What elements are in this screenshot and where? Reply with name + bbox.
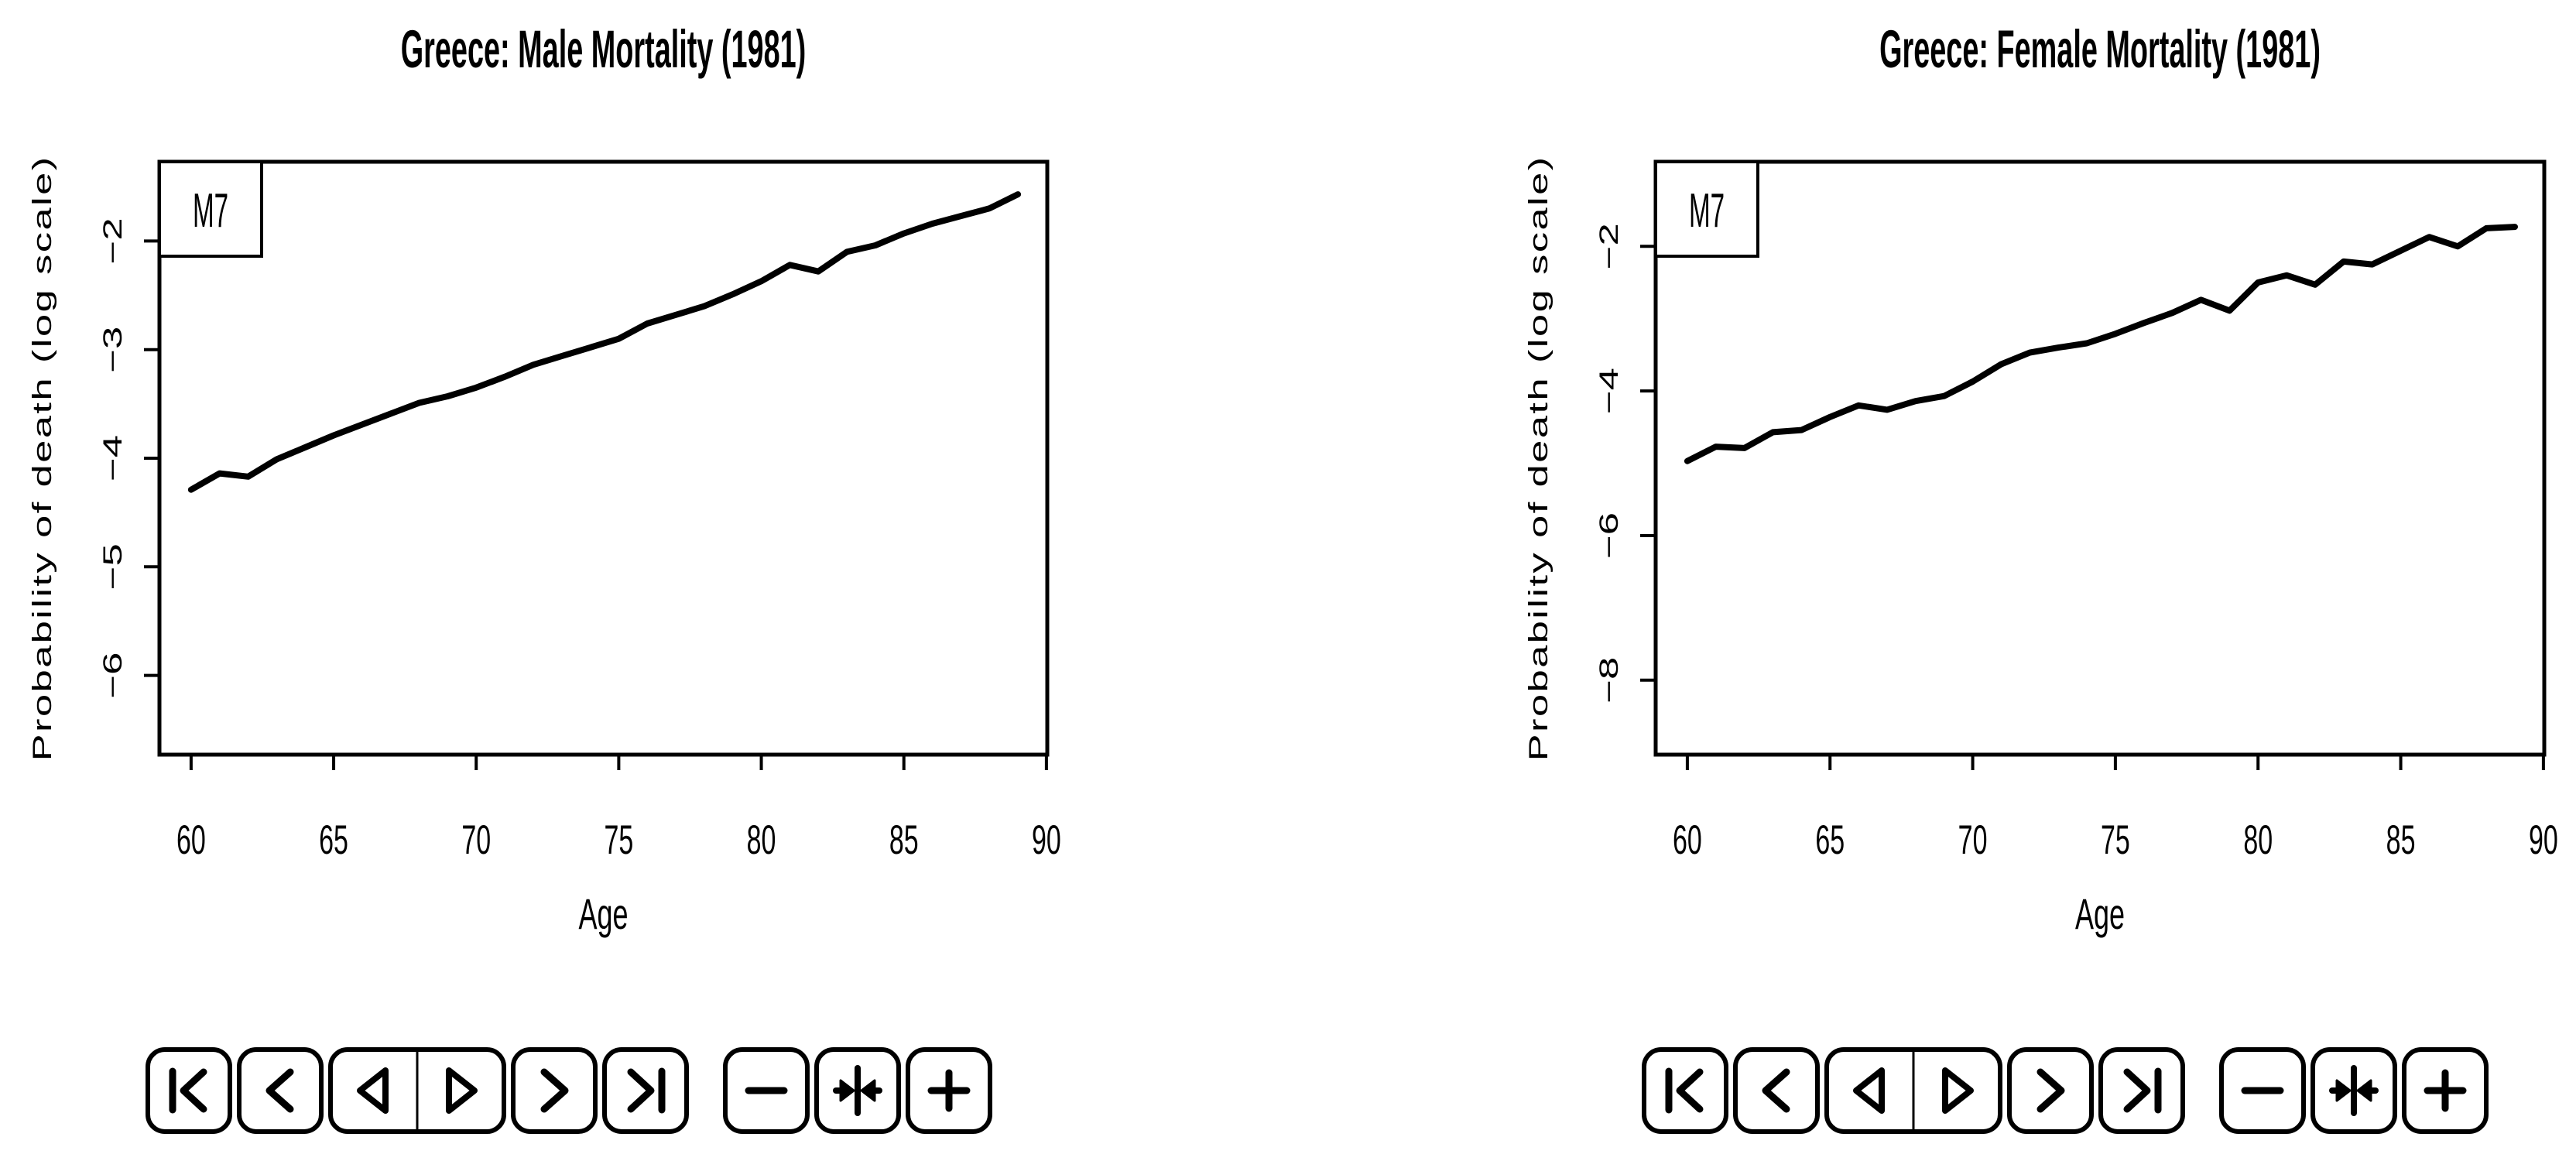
y-tick-label: −8 <box>1595 657 1624 704</box>
chart-title: Greece: Female Mortality (1981) <box>1879 19 2321 79</box>
x-tick-label: 60 <box>1673 818 1702 863</box>
x-tick-label: 85 <box>2386 818 2416 863</box>
button-face <box>417 1050 504 1132</box>
triangle-right-icon <box>446 1067 478 1114</box>
x-axis-label: Age <box>2075 889 2125 938</box>
x-tick-label: 65 <box>319 818 348 863</box>
legend-label: M7 <box>193 183 228 238</box>
x-tick-label: 70 <box>1958 818 1988 863</box>
x-tick-label: 85 <box>889 818 919 863</box>
play-backward-button-female[interactable] <box>1827 1050 1913 1132</box>
skip-start-icon <box>169 1067 207 1114</box>
button-face <box>2007 1047 2094 1134</box>
plot-area <box>157 159 1050 757</box>
x-tick-label: 65 <box>1815 818 1845 863</box>
fit-view-button-male[interactable] <box>814 1047 901 1134</box>
plot-area <box>1653 159 2547 757</box>
x-tick-label: 75 <box>604 818 633 863</box>
button-face <box>602 1047 689 1134</box>
go-last-button-male[interactable] <box>602 1047 689 1134</box>
go-last-button-female[interactable] <box>2098 1047 2185 1134</box>
step-backward-button-male[interactable] <box>237 1047 324 1134</box>
zoom-out-button-female[interactable] <box>2219 1047 2306 1134</box>
go-first-button-male[interactable] <box>146 1047 232 1134</box>
play-forward-button-female[interactable] <box>1913 1050 2000 1132</box>
x-tick-label: 75 <box>2101 818 2130 863</box>
y-tick-label: −4 <box>1595 368 1624 414</box>
x-axis-label: Age <box>578 889 628 938</box>
zoom-out-button-male[interactable] <box>723 1047 810 1134</box>
panel-female: Greece: Female Mortality (1981) 60 65 70 75 8… <box>1524 19 2558 1134</box>
x-tick-label: 80 <box>747 818 776 863</box>
button-face <box>1733 1047 1820 1134</box>
y-tick-label: −2 <box>98 217 128 264</box>
button-face <box>1642 1047 1728 1134</box>
y-tick-label: −4 <box>98 435 128 481</box>
fit-view-button-female[interactable] <box>2311 1047 2397 1134</box>
y-tick-label: −6 <box>98 652 128 699</box>
go-first-button-female[interactable] <box>1642 1047 1728 1134</box>
step-backward-button-female[interactable] <box>1733 1047 1820 1134</box>
skip-end-icon <box>627 1067 666 1114</box>
triangle-left-icon <box>357 1067 389 1114</box>
button-face <box>1913 1050 2000 1132</box>
collapse-icon <box>2329 1065 2379 1116</box>
x-tick-label: 80 <box>2243 818 2273 863</box>
skip-end-icon <box>2123 1067 2162 1114</box>
step-forward-button-female[interactable] <box>2007 1047 2094 1134</box>
y-tick-label: −5 <box>98 543 128 590</box>
plus-icon <box>2424 1069 2467 1112</box>
chevron-left-icon <box>1762 1068 1790 1113</box>
mortality-line <box>1684 224 2518 464</box>
mortality-line <box>187 191 1022 493</box>
play-forward-button-male[interactable] <box>417 1050 504 1132</box>
y-tick-label: −3 <box>98 327 128 373</box>
x-tick-label: 90 <box>2529 818 2558 863</box>
legend-box <box>1654 160 1759 258</box>
y-tick-label: −6 <box>1595 512 1624 559</box>
y-tick-label: −2 <box>1595 223 1624 269</box>
x-tick-label: 60 <box>176 818 206 863</box>
button-face <box>331 1050 417 1132</box>
collapse-icon <box>833 1065 882 1116</box>
button-face <box>2098 1047 2185 1134</box>
y-axis-label: Probability of death (log scale) <box>28 155 57 761</box>
button-face <box>511 1047 598 1134</box>
button-face <box>146 1047 232 1134</box>
step-forward-button-male[interactable] <box>511 1047 598 1134</box>
triangle-left-icon <box>1853 1067 1885 1114</box>
button-face <box>1827 1050 1913 1132</box>
zoom-in-button-male[interactable] <box>906 1047 992 1134</box>
zoom-in-button-female[interactable] <box>2402 1047 2489 1134</box>
chevron-right-icon <box>2036 1068 2065 1113</box>
skip-start-icon <box>1665 1067 1704 1114</box>
x-tick-label: 70 <box>461 818 491 863</box>
y-axis-label: Probability of death (log scale) <box>1524 155 1553 761</box>
panel-male: Greece: Male Mortality (1981) 60 65 70 75 80 8… <box>28 19 1061 1134</box>
plus-icon <box>927 1069 971 1112</box>
chart-title: Greece: Male Mortality (1981) <box>401 19 807 79</box>
x-tick-label: 90 <box>1032 818 1061 863</box>
button-face <box>237 1047 324 1134</box>
chevron-right-icon <box>540 1068 569 1113</box>
triangle-right-icon <box>1942 1067 1974 1114</box>
chevron-left-icon <box>265 1068 294 1113</box>
play-backward-button-male[interactable] <box>331 1050 417 1132</box>
legend-label: M7 <box>1689 183 1725 238</box>
legend-box <box>158 160 263 258</box>
